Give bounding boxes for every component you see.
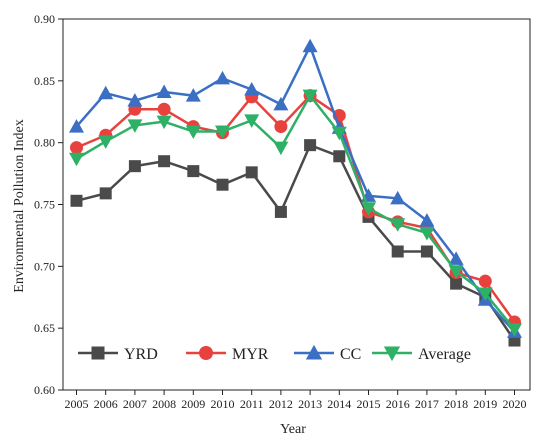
point-cc [185,88,201,102]
axes: 0.60 0.65 0.70 0.75 0.80 0.85 0.90 2005 2006 2007… [34,12,531,411]
point-average [98,135,114,149]
legend-marker-yrd [91,346,105,360]
point-average [507,323,522,337]
x-tick-label: 2009 [181,397,205,411]
series-line-yrd [76,143,516,342]
point-average [390,218,406,232]
point-average [215,125,230,140]
point-myr [478,274,492,288]
point-average [448,265,464,279]
point-cc [127,93,143,107]
series-line-average [75,94,516,331]
point-cc [302,38,318,53]
legend: YRD MYR CC Average [78,344,471,363]
series-layer [69,38,522,347]
point-average [419,226,435,241]
point-yrd [245,166,258,179]
point-average [185,125,201,140]
x-tick-label: 2013 [298,397,322,411]
point-cc [273,96,289,111]
legend-item-cc: CC [294,344,361,363]
x-tick-label: 2014 [327,397,351,411]
point-cc [390,190,406,205]
series-line-cc [75,44,516,333]
point-cc [448,251,464,265]
point-cc [419,213,435,227]
legend-item-yrd: YRD [78,346,158,363]
point-yrd [99,187,112,200]
point-average [69,152,84,167]
legend-marker-average [383,346,401,362]
x-tick-label: 2012 [269,397,293,411]
x-tick-label: 2019 [473,397,497,411]
point-cc [98,85,114,100]
legend-item-myr: MYR [186,346,269,363]
point-cc [215,70,230,85]
point-yrd [158,155,171,168]
series-yrd [70,139,521,347]
y-tick-label: 0.80 [34,136,55,150]
point-myr [70,141,83,155]
point-yrd [70,194,83,207]
legend-marker-myr [199,346,213,360]
legend-label-yrd: YRD [124,346,158,363]
point-yrd [187,165,200,178]
point-average [477,287,493,302]
x-tick-label: 2015 [357,397,381,411]
point-average [156,115,172,130]
legend-label-average: Average [418,346,471,363]
x-tick-label: 2020 [503,397,527,411]
series-cc [69,38,522,338]
y-tick-label: 0.75 [34,198,55,212]
x-axis-label: Year [280,422,306,437]
point-yrd [274,205,287,218]
point-average [273,141,289,156]
point-average [244,114,260,128]
y-axis-label: Environmental Pollution Index [12,119,27,292]
x-tick-label: 2005 [65,397,89,411]
series-average [69,89,522,337]
y-tick-label: 0.90 [34,12,55,26]
point-average [302,89,318,104]
point-myr [274,120,288,134]
y-tick-label: 0.65 [34,321,55,335]
point-cc [244,81,260,96]
point-average [331,126,347,141]
x-tick-label: 2011 [240,397,264,411]
point-average [361,202,376,216]
point-cc [156,84,172,98]
y-tick-label: 0.60 [34,383,55,397]
legend-label-cc: CC [340,346,361,363]
x-tick-label: 2018 [444,397,468,411]
point-cc [69,119,84,133]
point-yrd [333,150,346,163]
x-tick-label: 2010 [211,397,235,411]
x-tick-label: 2017 [415,397,439,411]
point-yrd [450,277,463,290]
point-yrd [216,178,229,191]
x-tick-label: 2006 [94,397,118,411]
y-tick-label: 0.85 [34,74,55,88]
point-average [127,119,143,133]
point-yrd [391,245,404,258]
x-tick-label: 2007 [123,397,147,411]
point-yrd [420,245,433,258]
x-tick-label: 2008 [152,397,176,411]
legend-item-average: Average [372,346,471,363]
series-line-myr [76,94,516,323]
legend-label-myr: MYR [232,346,269,363]
point-myr [157,102,171,116]
legend-marker-cc [305,344,323,360]
x-tick-label: 2016 [386,397,410,411]
point-yrd [304,139,317,152]
y-tick-label: 0.70 [34,259,55,273]
point-yrd [128,160,141,173]
